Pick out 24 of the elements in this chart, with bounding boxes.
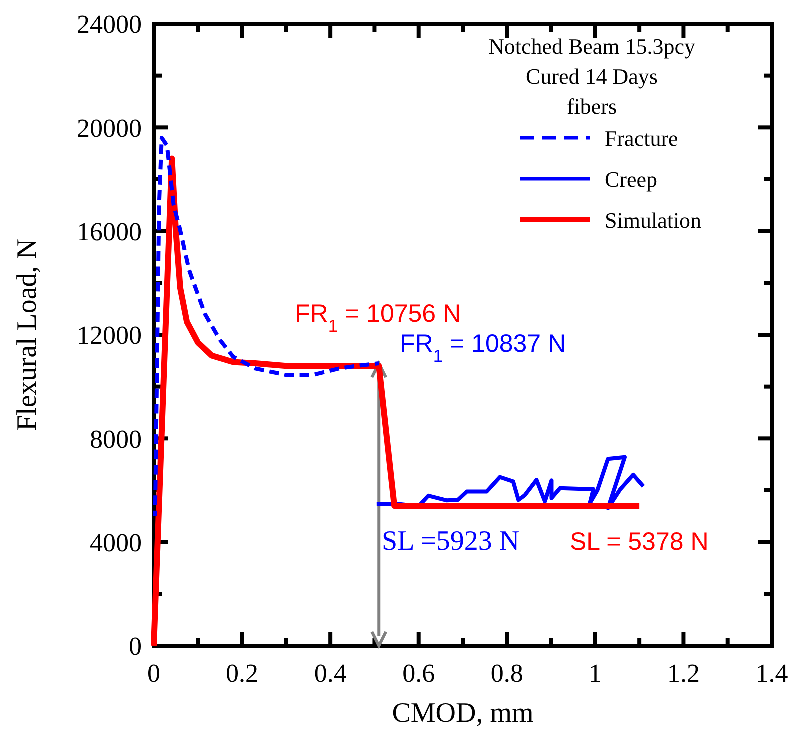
legend-title: Notched Beam 15.3pcy Cured 14 Days fibers xyxy=(488,34,696,119)
y-tick-label: 24000 xyxy=(77,10,142,40)
x-tick-label: 0.4 xyxy=(314,659,347,688)
y-axis-title: Flexural Load, N xyxy=(12,238,43,432)
y-tick-label: 4000 xyxy=(90,528,142,558)
y-tick-label: 0 xyxy=(129,632,142,662)
y-tick-label: 12000 xyxy=(77,321,142,350)
annotation: SL =5923 N xyxy=(382,526,520,557)
x-tick-label: 0.2 xyxy=(226,659,259,688)
annotation: SL = 5378 N xyxy=(570,528,709,556)
legend-label: Creep xyxy=(605,167,658,192)
legend-label: Simulation xyxy=(605,208,702,233)
y-tick-label: 20000 xyxy=(77,114,142,143)
y-tick-label: 8000 xyxy=(90,424,142,454)
x-tick-label: 0.6 xyxy=(402,659,436,688)
x-tick-label: 1.4 xyxy=(756,659,788,688)
x-tick-label: 0.8 xyxy=(490,659,524,688)
line-series xyxy=(374,455,646,510)
y-tick-label: 16000 xyxy=(77,217,142,246)
x-tick-label: 1.2 xyxy=(667,659,700,688)
legend-label: Fracture xyxy=(605,126,678,151)
x-axis-title: CMOD, mm xyxy=(392,698,534,729)
x-tick-label: 0 xyxy=(148,659,160,688)
x-tick-label: 1 xyxy=(588,659,602,688)
